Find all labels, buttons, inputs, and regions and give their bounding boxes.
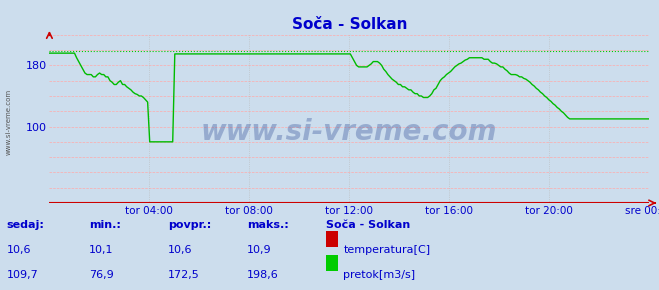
Text: min.:: min.:: [89, 220, 121, 230]
Text: www.si-vreme.com: www.si-vreme.com: [5, 89, 11, 155]
Text: 198,6: 198,6: [247, 270, 279, 280]
Text: sedaj:: sedaj:: [7, 220, 44, 230]
Text: 10,6: 10,6: [7, 245, 31, 255]
Text: pretok[m3/s]: pretok[m3/s]: [343, 270, 415, 280]
Text: www.si-vreme.com: www.si-vreme.com: [201, 118, 498, 146]
Text: povpr.:: povpr.:: [168, 220, 212, 230]
Title: Soča - Solkan: Soča - Solkan: [291, 17, 407, 32]
Text: temperatura[C]: temperatura[C]: [343, 245, 430, 255]
Text: maks.:: maks.:: [247, 220, 289, 230]
Text: 10,1: 10,1: [89, 245, 113, 255]
Text: 172,5: 172,5: [168, 270, 200, 280]
Text: 109,7: 109,7: [7, 270, 38, 280]
Text: 10,6: 10,6: [168, 245, 192, 255]
Text: 10,9: 10,9: [247, 245, 272, 255]
Text: 76,9: 76,9: [89, 270, 114, 280]
Text: Soča - Solkan: Soča - Solkan: [326, 220, 411, 230]
